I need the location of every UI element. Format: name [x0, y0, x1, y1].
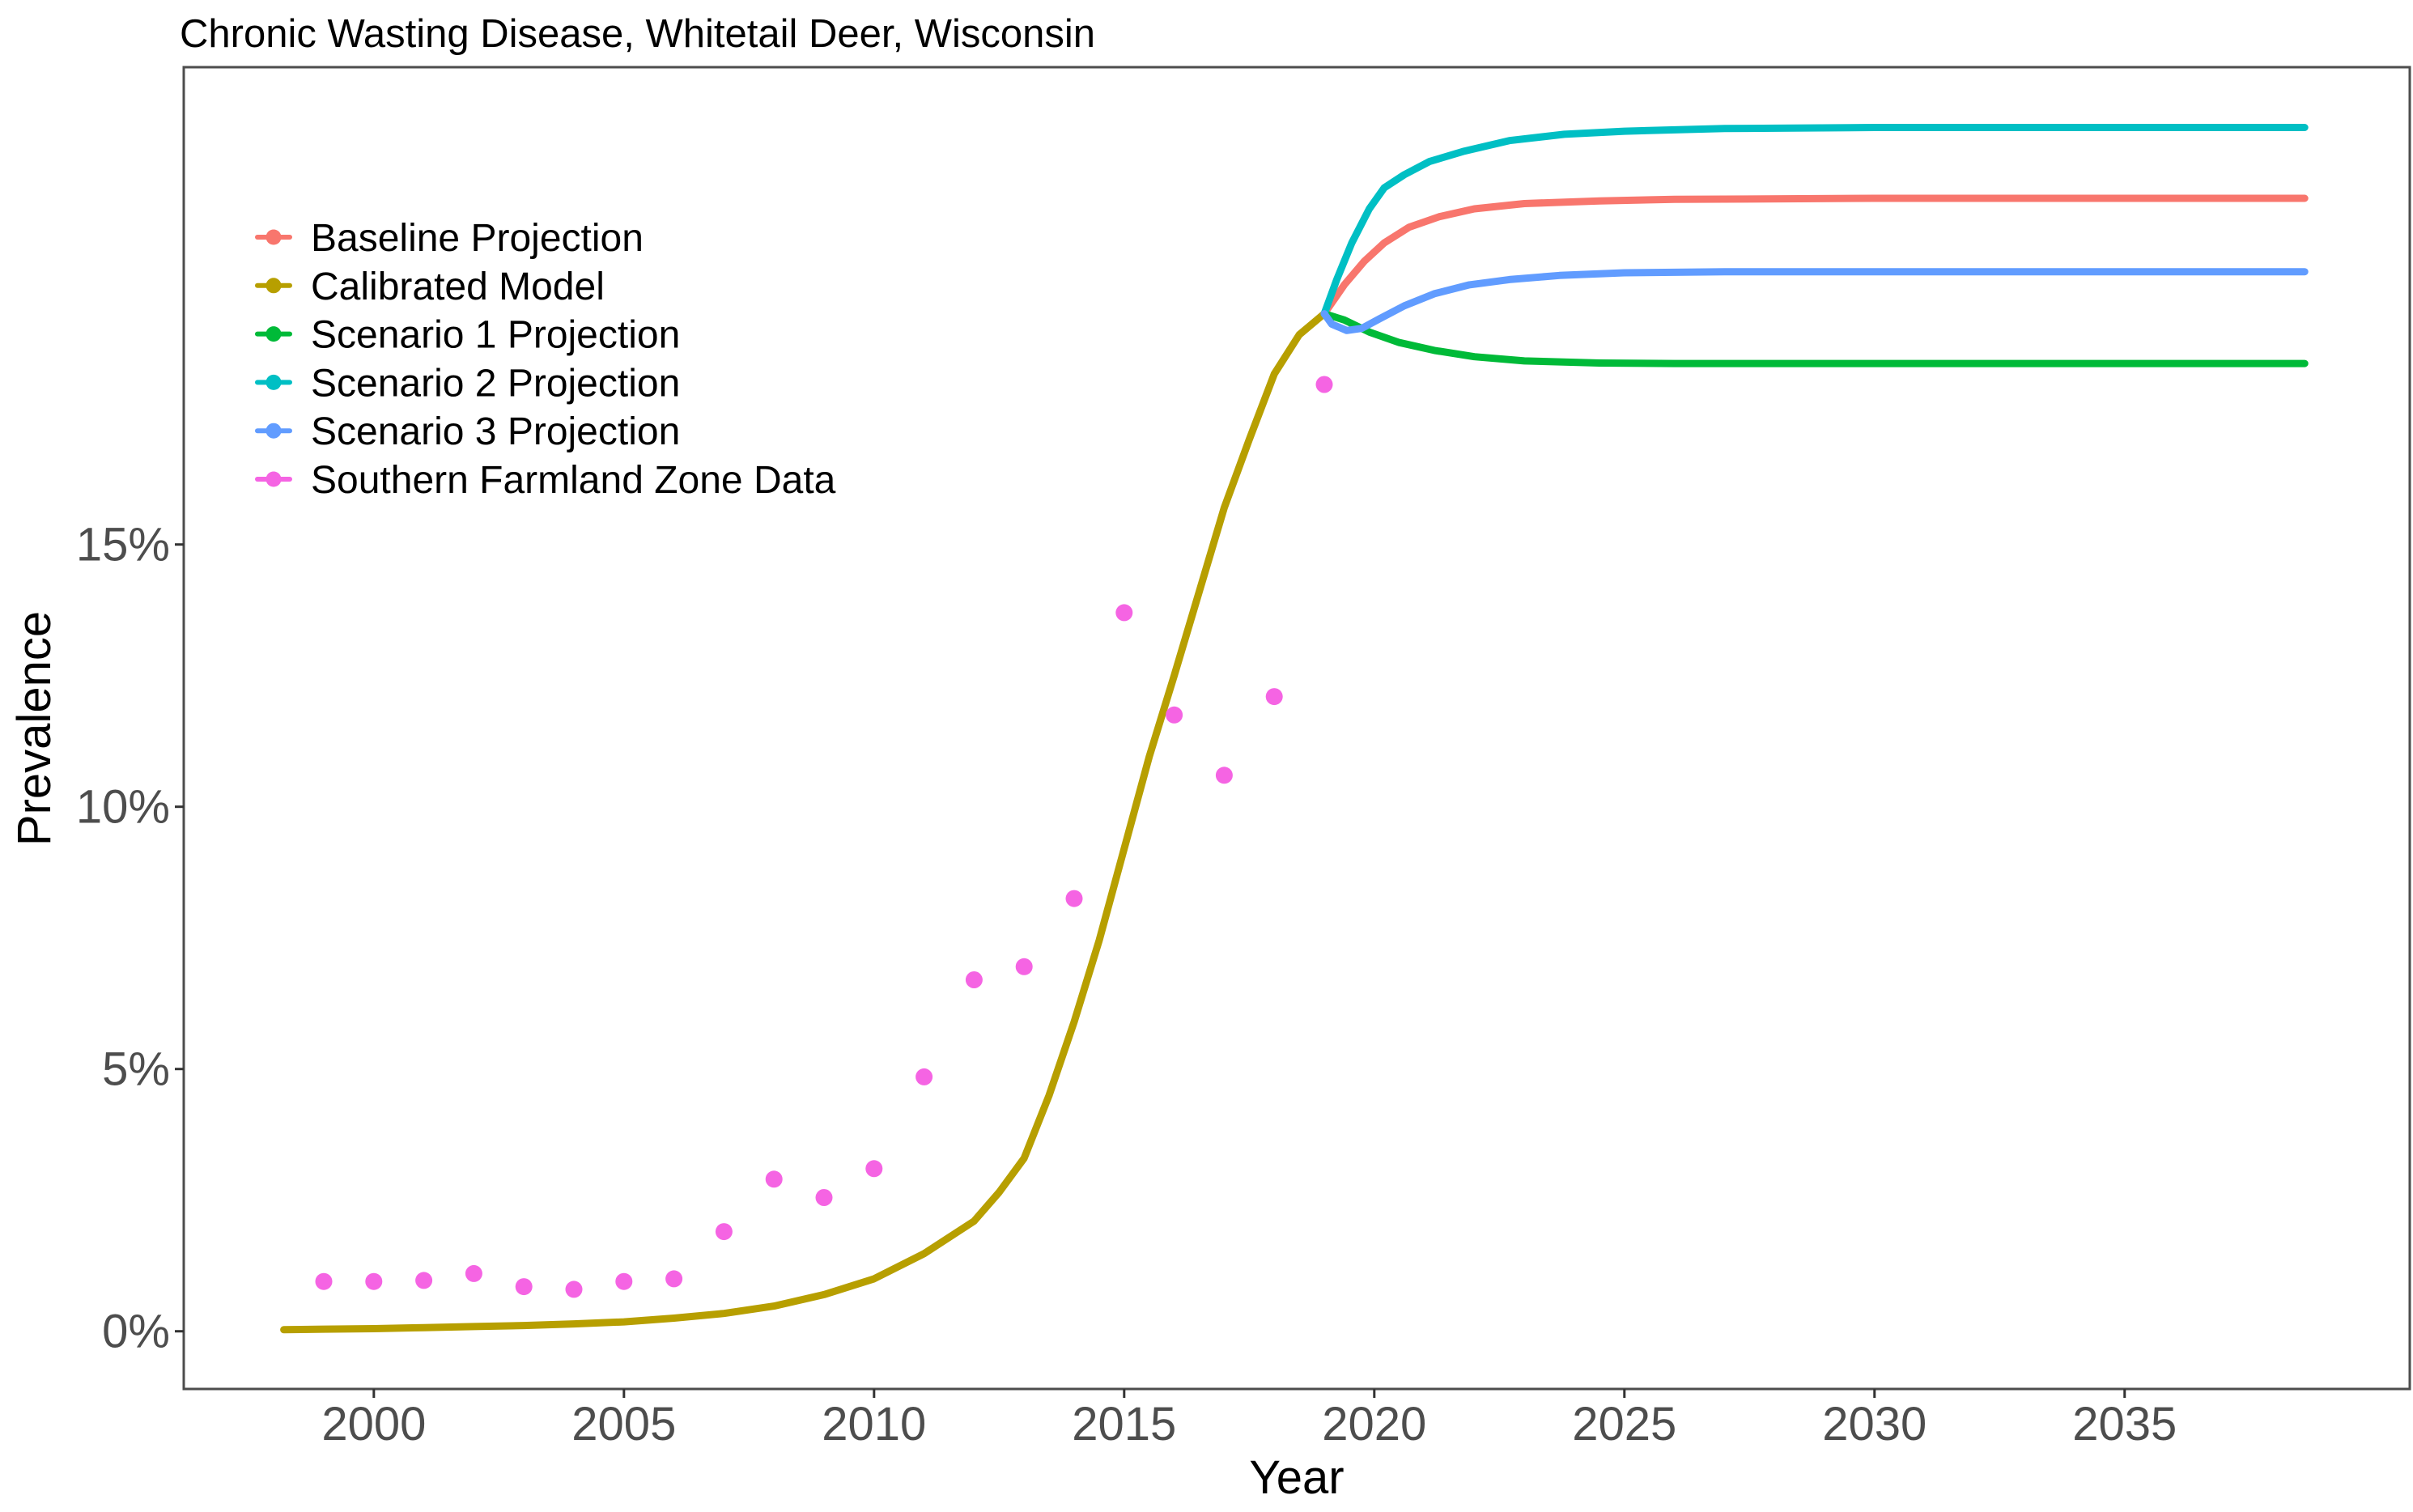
data-point — [765, 1170, 783, 1188]
legend-key-point — [266, 374, 282, 390]
data-point — [1265, 688, 1283, 706]
series-layer — [280, 124, 2309, 1334]
page-title: Chronic Wasting Disease, Whitetail Deer,… — [180, 12, 1095, 56]
data-point — [1215, 767, 1233, 784]
legend-key-point — [266, 423, 282, 439]
legend-item-scenario-3-projection: Scenario 3 Projection — [255, 410, 680, 453]
legend-key-point — [266, 278, 282, 294]
legend-item-baseline-projection: Baseline Projection — [255, 217, 644, 260]
data-point — [615, 1272, 633, 1290]
panel-border — [182, 66, 2411, 1391]
legend: Baseline Projection Calibrated Model Scena… — [255, 217, 836, 502]
series-line-calibrated-model — [280, 310, 1328, 1334]
legend-item-label: Southern Farmland Zone Data — [311, 459, 836, 502]
series-line-scenario-3-projection — [1320, 268, 2309, 334]
series-line-baseline-projection — [1320, 194, 2309, 318]
data-point — [515, 1278, 533, 1296]
x-tick-label: 2025 — [1572, 1398, 1676, 1450]
y-tick-label: 15% — [76, 519, 170, 571]
legend-item-scenario-1-projection: Scenario 1 Projection — [255, 314, 680, 357]
legend-item-scenario-2-projection: Scenario 2 Projection — [255, 362, 680, 405]
y-tick-label: 10% — [76, 781, 170, 834]
data-point — [465, 1264, 482, 1282]
data-point — [315, 1272, 333, 1290]
data-point — [965, 971, 983, 988]
data-point — [1015, 958, 1033, 975]
data-point — [1315, 376, 1333, 393]
legend-item-calibrated-model: Calibrated Model — [255, 265, 605, 308]
data-point — [715, 1223, 733, 1241]
data-point — [415, 1272, 433, 1289]
x-tick-label: 2030 — [1822, 1398, 1927, 1450]
axis-ticks-layer: 2000 2005 2010 2015 2020 2025 2030 2035 0% 5% 10% 1… — [76, 519, 2177, 1450]
x-tick-label: 2020 — [1322, 1398, 1426, 1450]
y-tick-label: 5% — [102, 1043, 170, 1096]
data-point — [1065, 890, 1083, 907]
legend-key-point — [266, 326, 282, 342]
y-tick-label: 0% — [102, 1306, 170, 1358]
legend-item-label: Scenario 3 Projection — [311, 410, 680, 453]
legend-item-southern-farmland-zone-data: Southern Farmland Zone Data — [255, 459, 836, 502]
x-tick-label: 2010 — [822, 1398, 926, 1450]
legend-key-point — [266, 471, 282, 487]
legend-item-label: Scenario 1 Projection — [311, 314, 680, 357]
x-axis-title: Year — [1249, 1451, 1344, 1504]
data-point — [1115, 604, 1133, 622]
data-point — [565, 1281, 583, 1298]
legend-item-label: Scenario 2 Projection — [311, 362, 680, 405]
legend-item-label: Baseline Projection — [311, 217, 644, 260]
data-point — [915, 1068, 933, 1085]
series-line-scenario-1-projection — [1320, 310, 2309, 367]
x-tick-label: 2015 — [1072, 1398, 1176, 1450]
legend-item-label: Calibrated Model — [311, 265, 605, 308]
data-point — [665, 1270, 683, 1288]
x-tick-label: 2005 — [571, 1398, 676, 1450]
series-points-southern-farmland-zone-data — [315, 376, 1333, 1298]
y-axis-title: Prevalence — [8, 611, 61, 846]
series-line-scenario-2-projection — [1320, 124, 2309, 318]
data-point — [815, 1189, 833, 1206]
data-point — [865, 1160, 883, 1178]
x-tick-label: 2035 — [2072, 1398, 2177, 1450]
legend-key-point — [266, 229, 282, 245]
x-tick-label: 2000 — [321, 1398, 426, 1450]
data-point — [1166, 706, 1183, 724]
data-point — [365, 1272, 383, 1290]
